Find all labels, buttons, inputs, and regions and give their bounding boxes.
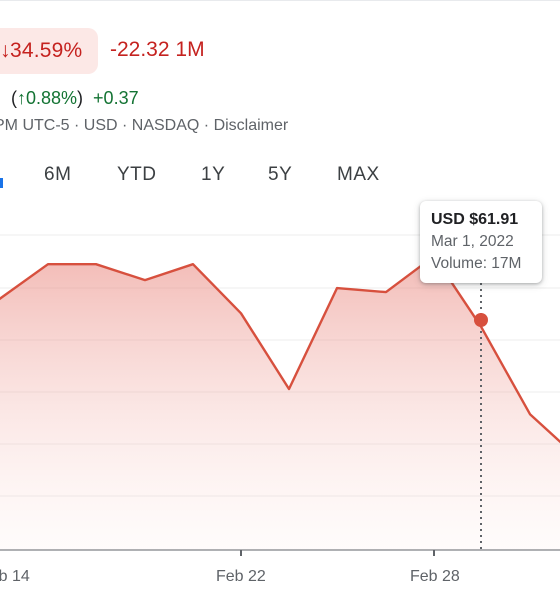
up-arrow-icon: ↑	[17, 88, 26, 108]
down-arrow-icon: ↓	[0, 39, 10, 62]
market-meta: PM UTC-5 · USD · NASDAQ · Disclaimer	[0, 117, 289, 134]
range-tabs: 6M YTD 1Y 5Y MAX	[0, 164, 560, 194]
x-tick-label: Feb 28	[410, 568, 460, 585]
x-tick-label: Feb 14	[0, 568, 30, 585]
tooltip-price: USD $61.91	[431, 211, 519, 228]
tab-max[interactable]: MAX	[337, 164, 380, 185]
price-area	[0, 256, 560, 550]
tooltip-date: Mar 1, 2022	[431, 233, 514, 250]
x-tick-label: Feb 22	[216, 568, 266, 585]
tab-5y[interactable]: 5Y	[268, 164, 293, 185]
after-hours-change: +0.37	[93, 88, 139, 108]
tab-ytd[interactable]: YTD	[117, 164, 157, 185]
tab-1y[interactable]: 1Y	[201, 164, 226, 185]
price-line	[0, 255, 560, 444]
absolute-change-text: -22.32 1M	[110, 38, 205, 62]
volume-suffix: 1M	[175, 38, 205, 61]
tab-6m[interactable]: 6M	[44, 164, 72, 185]
chart-tooltip: USD $61.91 Mar 1, 2022 Volume: 17M	[420, 201, 542, 283]
percent-change: 34.59%	[10, 39, 83, 62]
after-hours-row: (↑0.88%) +0.37	[11, 88, 139, 109]
absolute-change: -22.32	[110, 38, 170, 61]
after-hours-close-paren: )	[77, 88, 84, 108]
highlight-point	[474, 313, 488, 327]
tooltip-volume: Volume: 17M	[431, 255, 522, 272]
after-hours-open-paren: (	[11, 88, 17, 108]
percent-change-badge: ↓ 34.59%	[0, 28, 98, 74]
active-range-indicator	[0, 178, 3, 188]
price-chart[interactable]: Feb 14 Feb 22 Feb 28	[0, 195, 560, 600]
change-row: ↓ 34.59% -22.32 1M	[0, 28, 560, 74]
after-hours-percent: 0.88%	[26, 88, 78, 108]
top-divider	[0, 0, 560, 1]
